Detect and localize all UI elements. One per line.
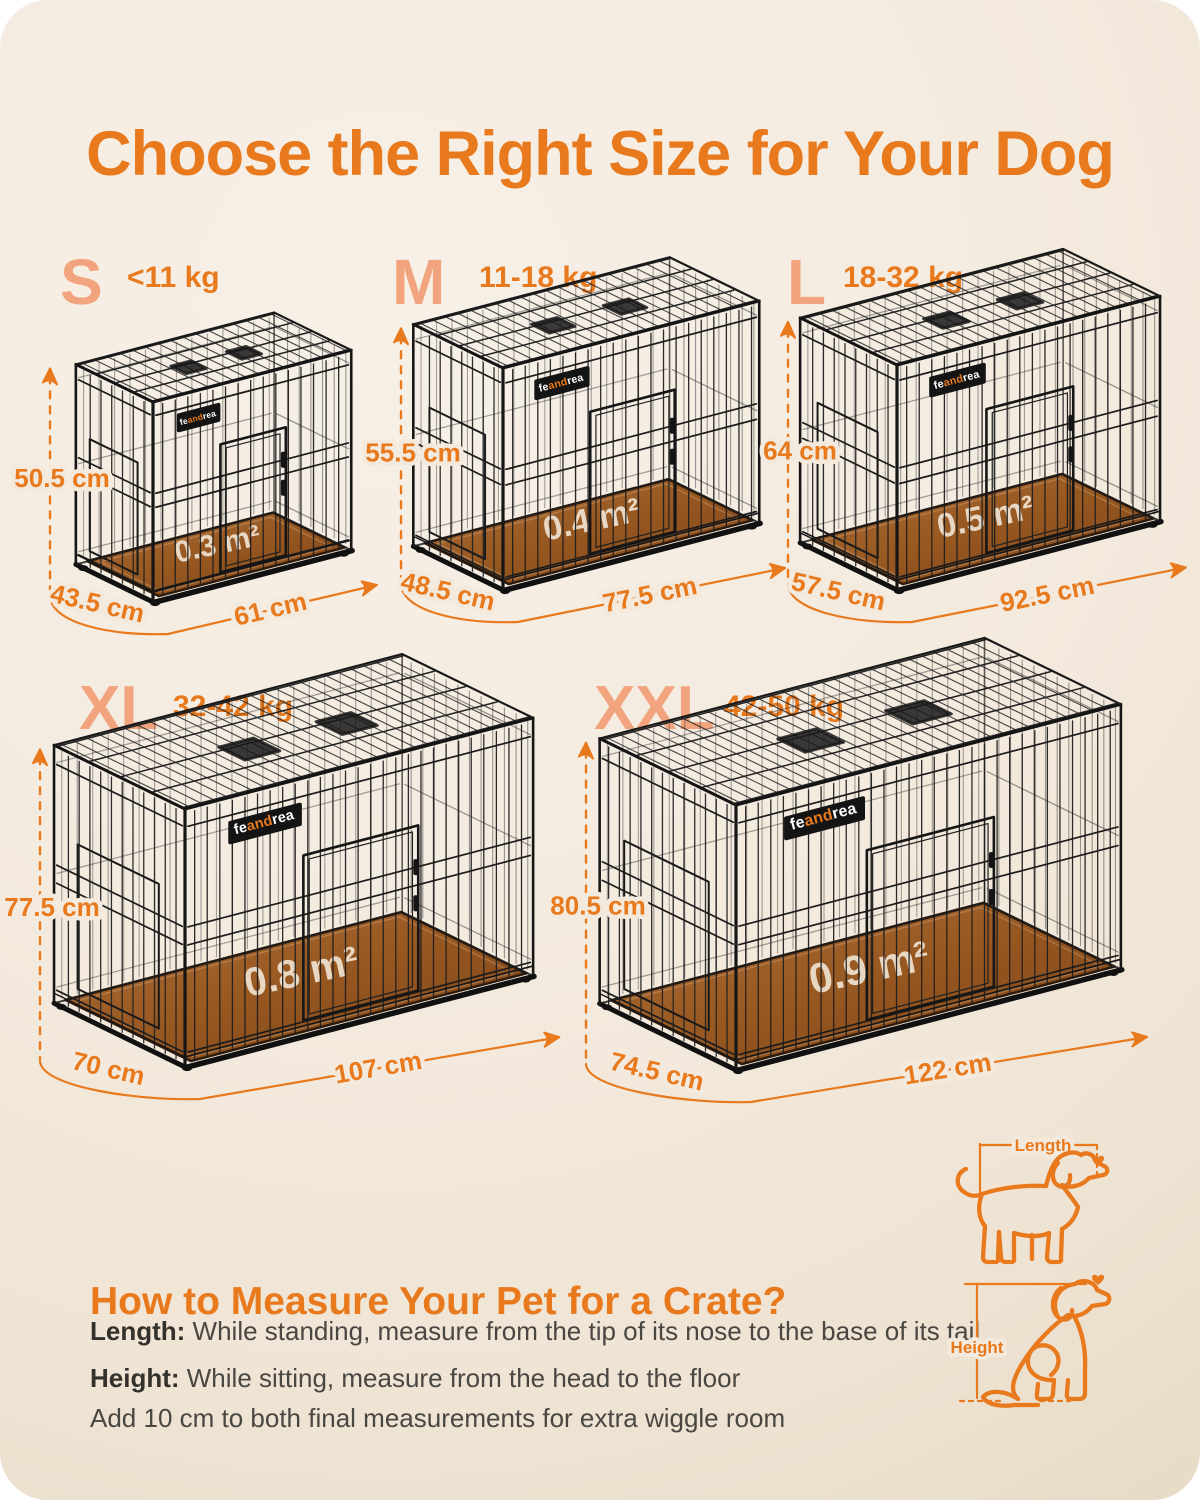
sitting-dog-icon [980, 1279, 1112, 1408]
height-dimension-label: 55.5 cm [365, 437, 460, 467]
depth-dimension-label: 57.5 cm [789, 566, 889, 617]
size-label-m: M [392, 246, 446, 318]
length-dimension-label: 122 cm [902, 1047, 994, 1091]
size-label-l: L [787, 246, 827, 318]
size-label-s: S [60, 246, 103, 318]
guide-note-line: Add 10 cm to both final measurements for… [90, 1403, 786, 1433]
height-diagram: Height [947, 1274, 1112, 1408]
height-dimension-label: 50.5 cm [14, 463, 109, 493]
height-dimension-label: 64 cm [763, 436, 837, 466]
brand-logo: feandrea [933, 368, 982, 392]
page-title: Choose the Right Size for Your Dog [86, 119, 1115, 190]
height-diagram-label: Height [951, 1338, 1004, 1357]
height-dimension-label: 80.5 cm [550, 891, 645, 921]
brand-logo: feandrea [788, 800, 858, 834]
height-dimension-label: 77.5 cm [4, 892, 99, 922]
guide-height-line: Height: While sitting, measure from the … [90, 1363, 740, 1394]
length-diagram-label: Length [1015, 1136, 1072, 1155]
heart-icon [1092, 1274, 1104, 1285]
guide-height-text: While sitting, measure from the head to … [179, 1363, 741, 1393]
guide-length-text: While standing, measure from the tip of … [185, 1316, 981, 1346]
weight-label-l: 18-32 kg [843, 261, 964, 294]
size-label-xxl: XXL [594, 674, 715, 743]
length-dimension-label: 92.5 cm [997, 570, 1096, 618]
brand-logo: feandrea [538, 372, 585, 395]
brand-logo: feandrea [179, 408, 217, 427]
length-dimension-label: 107 cm [332, 1045, 424, 1090]
weight-label-s: <11 kg [127, 261, 220, 294]
guide-heading: How to Measure Your Pet for a Crate? [90, 1280, 787, 1324]
guide-height-label: Height: [90, 1363, 180, 1393]
standing-dog-icon [955, 1150, 1110, 1265]
guide-length-line: Length: While standing, measure from the… [90, 1316, 980, 1347]
length-dimension-label: 77.5 cm [600, 570, 699, 618]
length-dimension-label: 61 cm [231, 586, 310, 632]
guide-length-label: Length: [90, 1316, 186, 1346]
brand-logo: feandrea [232, 807, 296, 838]
depth-dimension-label: 70 cm [69, 1045, 148, 1091]
depth-dimension-label: 43.5 cm [48, 578, 148, 629]
length-diagram: Length [955, 1132, 1110, 1265]
